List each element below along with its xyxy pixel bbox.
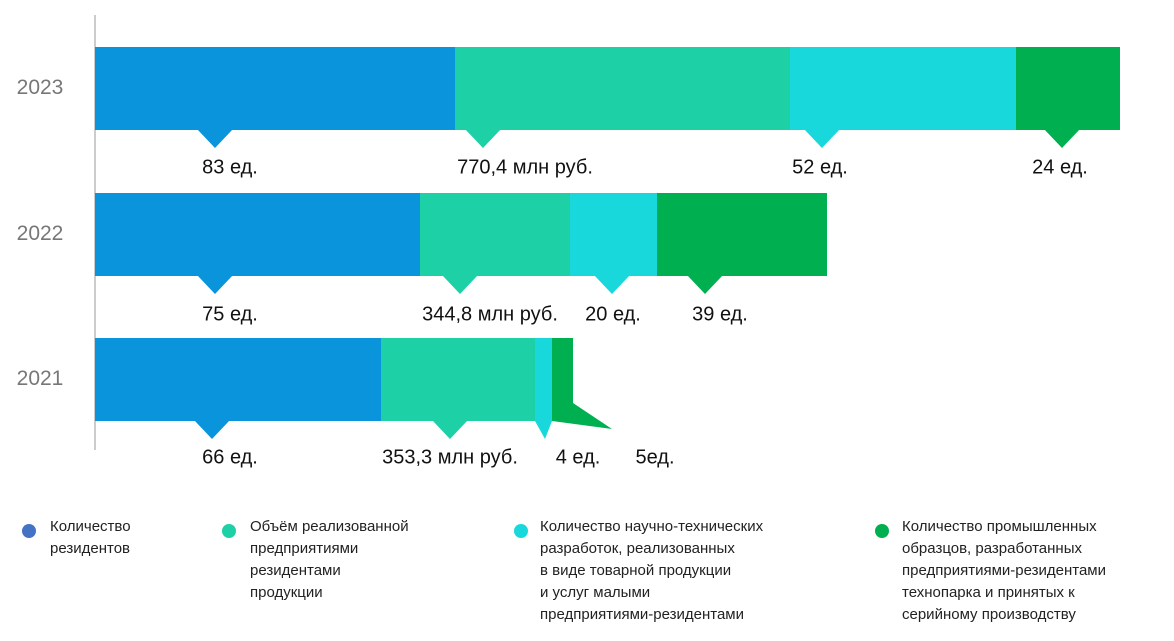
bar-segment: [570, 193, 657, 276]
legend-marker: [22, 524, 36, 538]
data-label: 75 ед.: [202, 303, 258, 325]
y-tick-label: 2023: [17, 76, 64, 99]
y-tick-label: 2022: [17, 222, 64, 245]
bar-segment: [455, 47, 790, 130]
callout-pointer: [194, 420, 230, 439]
legend-marker: [514, 524, 528, 538]
legend-label: Количество научно-технических разработок…: [540, 518, 764, 623]
y-tick-label: 2021: [17, 367, 64, 390]
data-label: 770,4 млн руб.: [457, 156, 593, 178]
data-label: 66 ед.: [202, 446, 258, 468]
legend-label: Количество промышленных образцов, разраб…: [902, 518, 1106, 623]
bar-segment: [657, 193, 827, 276]
data-label: 20 ед.: [585, 303, 641, 325]
callout-pointer: [535, 421, 552, 439]
bar-segment: [381, 338, 535, 421]
bar-segment: [95, 47, 455, 130]
data-label: 344,8 млн руб.: [422, 303, 558, 325]
data-label: 83 ед.: [202, 156, 258, 178]
data-label: 5ед.: [635, 446, 674, 468]
bar-segment: [535, 338, 552, 421]
legend-marker: [875, 524, 889, 538]
legend-label: Количество резидентов: [50, 518, 131, 557]
data-label: 4 ед.: [556, 446, 601, 468]
legend-label: Объём реализованной предприятиями резиде…: [250, 518, 409, 601]
callout-pointer: [442, 275, 478, 294]
bar-segment: [790, 47, 1016, 130]
callout-pointer: [804, 129, 840, 148]
data-label: 39 ед.: [692, 303, 748, 325]
data-label: 52 ед.: [792, 156, 848, 178]
callout-pointer: [197, 275, 233, 294]
callout-pointer: [594, 275, 630, 294]
callout-pointer: [552, 403, 612, 429]
data-label: 353,3 млн руб.: [382, 446, 518, 468]
bar-segment: [420, 193, 570, 276]
data-label: 24 ед.: [1032, 156, 1088, 178]
callout-pointer: [1044, 129, 1080, 148]
callout-pointer: [687, 275, 723, 294]
callout-pointer: [465, 129, 501, 148]
callout-pointer: [432, 420, 468, 439]
bar-segment: [95, 338, 381, 421]
bar-segment: [552, 338, 573, 421]
legend-marker: [222, 524, 236, 538]
callout-pointer: [197, 129, 233, 148]
chart: 2023 83 ед. 770,4 млн руб. 52 ед. 24 ед. 2022…: [17, 15, 1120, 468]
bar-segment: [95, 193, 420, 276]
bar-segment: [1016, 47, 1120, 130]
